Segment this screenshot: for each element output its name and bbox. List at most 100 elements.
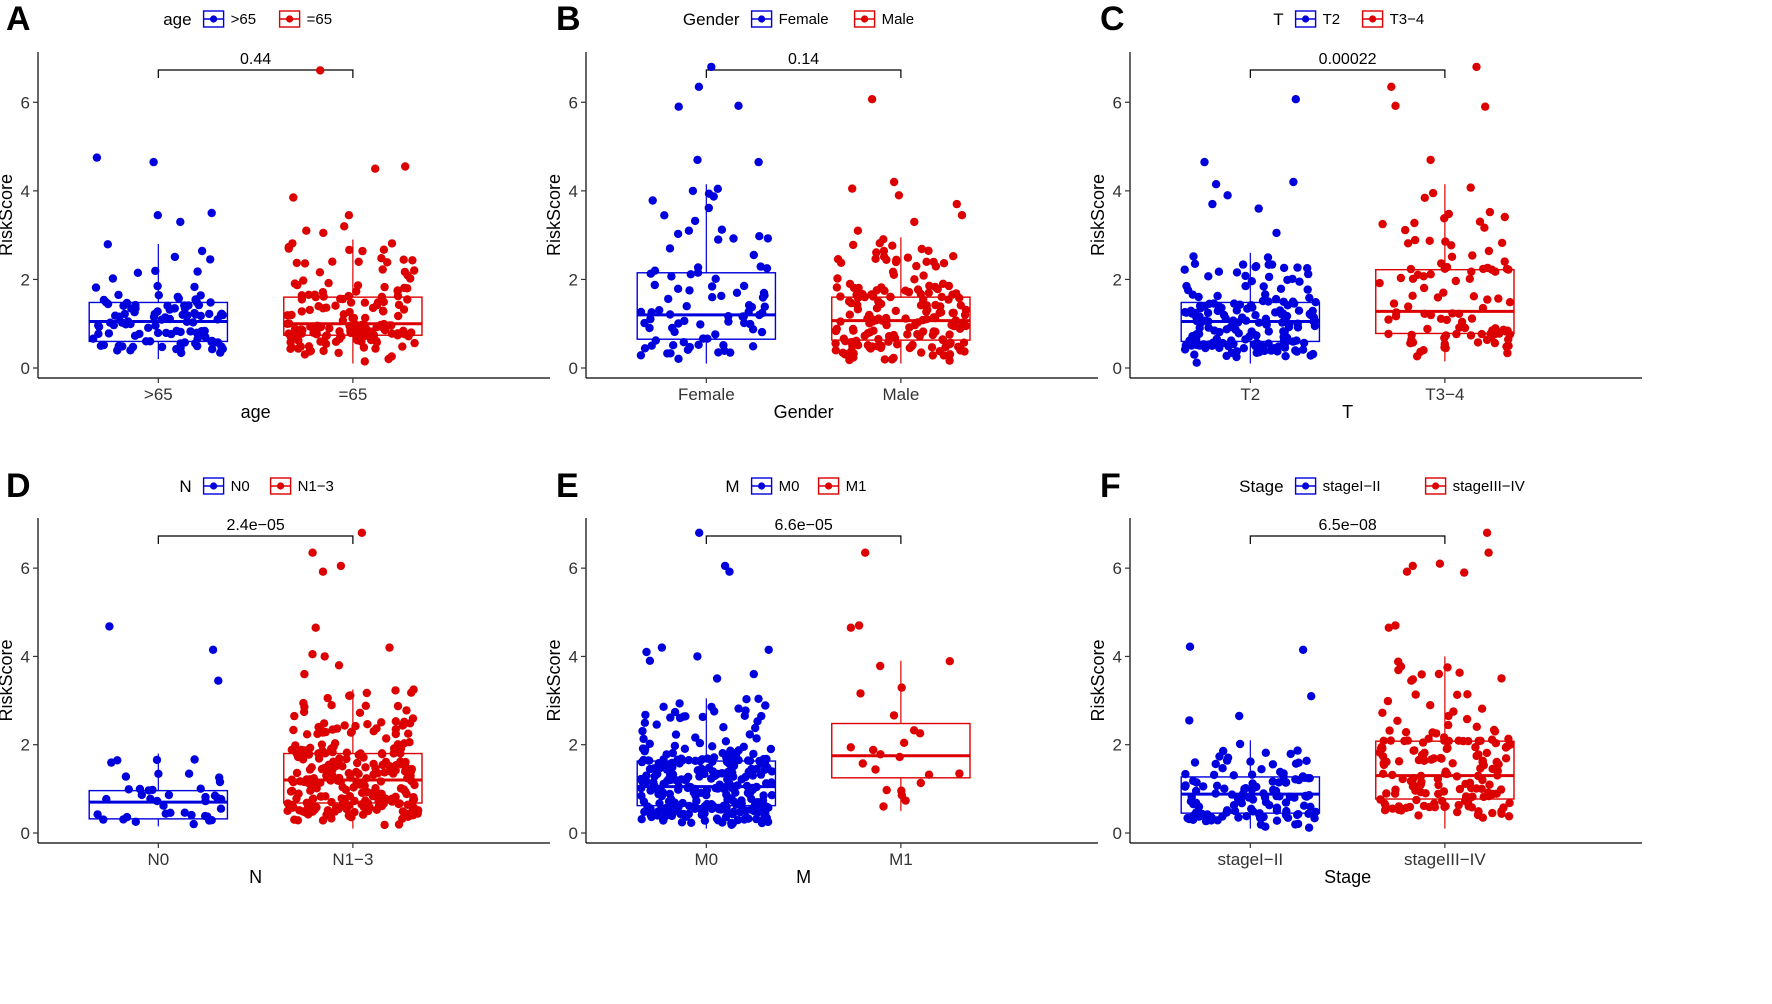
data-point bbox=[1258, 296, 1268, 306]
p-value-label: 0.14 bbox=[788, 51, 819, 68]
data-point bbox=[1466, 331, 1476, 340]
data-point bbox=[1449, 707, 1458, 716]
data-point bbox=[916, 289, 925, 299]
data-point bbox=[925, 281, 934, 290]
data-point bbox=[1477, 329, 1487, 339]
data-point bbox=[1444, 736, 1454, 746]
data-point bbox=[157, 342, 167, 352]
legend-key-1: N1−3 bbox=[269, 477, 334, 495]
data-point bbox=[321, 727, 330, 737]
data-point bbox=[903, 330, 912, 339]
x-tick-label: Male bbox=[882, 385, 919, 404]
data-point bbox=[372, 724, 381, 733]
data-point bbox=[1213, 291, 1222, 301]
data-point bbox=[1487, 265, 1497, 274]
data-point bbox=[659, 815, 668, 825]
data-point bbox=[696, 320, 705, 329]
data-point bbox=[1223, 191, 1232, 200]
data-point bbox=[379, 319, 389, 329]
data-point bbox=[1280, 343, 1290, 352]
data-point bbox=[399, 720, 409, 729]
y-axis-title: RiskScore bbox=[1088, 639, 1108, 721]
data-point bbox=[756, 262, 765, 271]
data-point bbox=[959, 338, 969, 347]
data-point bbox=[1420, 193, 1430, 202]
data-point bbox=[688, 186, 698, 196]
data-point bbox=[1230, 806, 1240, 816]
data-point bbox=[750, 801, 759, 810]
data-point bbox=[832, 324, 841, 334]
data-point bbox=[351, 721, 360, 731]
data-point bbox=[673, 284, 683, 293]
data-point bbox=[901, 314, 910, 323]
data-point bbox=[1220, 784, 1229, 793]
data-point bbox=[754, 157, 763, 167]
data-point bbox=[319, 346, 328, 356]
data-point bbox=[400, 330, 409, 339]
data-point bbox=[695, 528, 704, 537]
data-point bbox=[405, 811, 414, 820]
data-point bbox=[1452, 772, 1462, 781]
data-point bbox=[1477, 704, 1487, 713]
data-point bbox=[336, 561, 346, 571]
data-point bbox=[852, 290, 861, 300]
data-point bbox=[674, 319, 683, 328]
data-point bbox=[114, 290, 123, 300]
data-point bbox=[695, 756, 705, 766]
data-point bbox=[645, 656, 655, 665]
data-point bbox=[1187, 792, 1196, 802]
data-point bbox=[374, 801, 384, 811]
data-point bbox=[176, 343, 185, 353]
data-point bbox=[331, 301, 340, 310]
data-point bbox=[151, 266, 160, 276]
data-point bbox=[1484, 792, 1494, 801]
data-point bbox=[1484, 548, 1493, 557]
data-point bbox=[1245, 332, 1254, 341]
data-point bbox=[933, 284, 942, 294]
data-point bbox=[891, 306, 900, 316]
data-point bbox=[323, 693, 332, 703]
data-point bbox=[761, 809, 770, 818]
data-point bbox=[691, 733, 700, 742]
data-point bbox=[346, 298, 356, 307]
legend-label: stageI−II bbox=[1323, 478, 1381, 495]
significance-bracket bbox=[705, 535, 902, 544]
data-point bbox=[664, 294, 673, 304]
data-point bbox=[891, 257, 901, 267]
data-point bbox=[749, 749, 758, 759]
legend: T T2 T3−4 bbox=[1273, 10, 1424, 29]
data-point bbox=[1267, 346, 1276, 355]
data-point bbox=[290, 279, 300, 288]
legend-title: age bbox=[163, 10, 191, 29]
data-point bbox=[410, 266, 419, 275]
x-tick-label: M0 bbox=[695, 850, 719, 869]
data-point bbox=[1485, 207, 1495, 217]
data-point bbox=[295, 806, 304, 815]
data-point bbox=[767, 778, 776, 787]
data-point bbox=[897, 683, 906, 692]
data-point bbox=[1279, 297, 1288, 306]
data-point bbox=[1285, 792, 1295, 801]
data-point bbox=[858, 759, 867, 768]
data-point bbox=[1492, 789, 1501, 798]
data-point bbox=[1482, 748, 1492, 758]
data-point bbox=[1416, 771, 1426, 781]
data-point bbox=[205, 309, 214, 319]
data-point bbox=[1237, 794, 1246, 803]
data-point bbox=[1211, 789, 1220, 798]
data-point bbox=[674, 354, 683, 363]
data-point bbox=[1384, 315, 1393, 324]
data-point bbox=[910, 217, 919, 227]
data-point bbox=[945, 330, 954, 339]
data-point bbox=[1180, 782, 1190, 791]
data-point bbox=[1454, 800, 1463, 810]
y-tick-label: 6 bbox=[21, 559, 30, 578]
data-point bbox=[698, 334, 708, 343]
y-tick-label: 6 bbox=[1113, 93, 1122, 112]
data-point bbox=[1414, 811, 1423, 820]
data-point bbox=[1227, 790, 1237, 799]
legend-dot-icon bbox=[1302, 15, 1310, 23]
data-point bbox=[289, 778, 298, 787]
data-point bbox=[1459, 736, 1468, 746]
significance-bracket bbox=[157, 535, 354, 544]
